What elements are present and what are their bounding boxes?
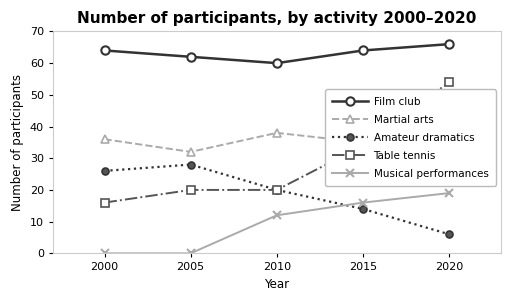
Amateur dramatics — [360, 207, 366, 211]
Martial arts — [187, 150, 194, 154]
Amateur dramatics — [187, 163, 194, 166]
Table tennis — [446, 80, 452, 84]
Amateur dramatics — [274, 188, 280, 192]
Musical performances — [187, 252, 194, 255]
Film club — [274, 61, 280, 65]
Line: Film club: Film club — [100, 40, 453, 67]
Table tennis — [101, 201, 108, 204]
Film club — [101, 49, 108, 52]
Musical performances — [360, 201, 366, 204]
Martial arts — [446, 137, 452, 141]
Martial arts — [274, 131, 280, 135]
Musical performances — [446, 191, 452, 195]
Musical performances — [101, 252, 108, 255]
Musical performances — [274, 214, 280, 217]
Line: Musical performances: Musical performances — [100, 189, 453, 258]
Martial arts — [360, 140, 366, 144]
Amateur dramatics — [446, 233, 452, 236]
Table tennis — [274, 188, 280, 192]
Line: Amateur dramatics: Amateur dramatics — [101, 161, 453, 238]
Title: Number of participants, by activity 2000–2020: Number of participants, by activity 2000… — [77, 11, 477, 26]
Amateur dramatics — [101, 169, 108, 173]
Y-axis label: Number of participants: Number of participants — [11, 74, 24, 211]
Table tennis — [187, 188, 194, 192]
Legend: Film club, Martial arts, Amateur dramatics, Table tennis, Musical performances: Film club, Martial arts, Amateur dramati… — [325, 89, 496, 186]
Table tennis — [360, 144, 366, 147]
Film club — [446, 42, 452, 46]
Film club — [187, 55, 194, 59]
Line: Table tennis: Table tennis — [100, 78, 453, 207]
Film club — [360, 49, 366, 52]
X-axis label: Year: Year — [264, 278, 289, 291]
Martial arts — [101, 137, 108, 141]
Line: Martial arts: Martial arts — [100, 129, 453, 156]
